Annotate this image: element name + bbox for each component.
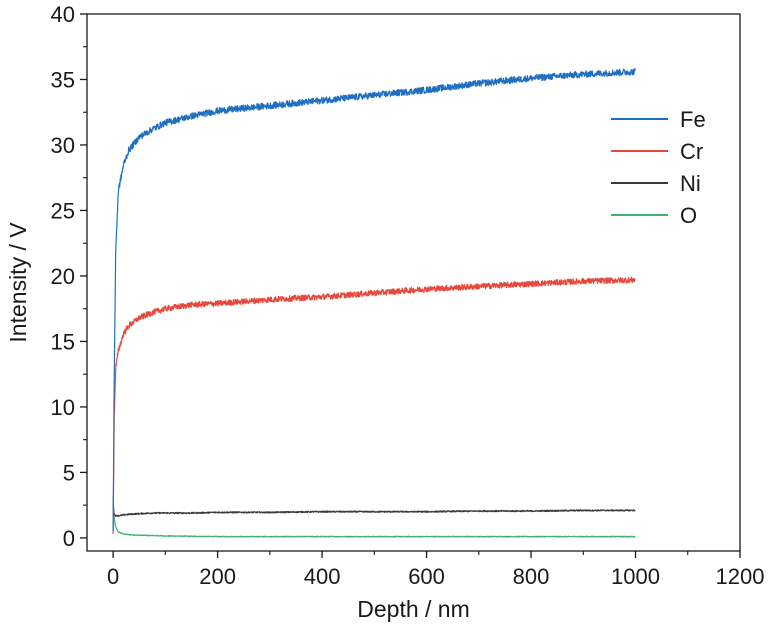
y-tick-label: 15 (51, 329, 75, 354)
series-cr-line (112, 276, 636, 534)
y-tick-label: 0 (63, 526, 75, 551)
y-axis-title: Intensity / V (5, 222, 31, 343)
x-tick-label: 400 (304, 564, 341, 589)
legend-label-o: O (680, 203, 697, 228)
y-tick-label: 5 (63, 460, 75, 485)
series-fe-line (112, 68, 636, 532)
x-tick-label: 1000 (611, 564, 660, 589)
x-axis: 0 200 400 600 800 1000 1200 (107, 551, 764, 589)
legend-label-ni: Ni (680, 171, 701, 196)
series-ni-line (112, 505, 636, 517)
legend-label-fe: Fe (680, 107, 706, 132)
y-tick-label: 40 (51, 2, 75, 27)
series-layer (112, 68, 636, 538)
x-tick-label: 800 (513, 564, 550, 589)
x-tick-label: 600 (408, 564, 445, 589)
y-axis: 0 5 10 15 20 25 30 35 40 (51, 2, 87, 551)
y-tick-label: 35 (51, 67, 75, 92)
legend-label-cr: Cr (680, 139, 703, 164)
legend: Fe Cr Ni O (611, 107, 706, 228)
plot-frame (86, 13, 741, 552)
x-tick-label: 1200 (716, 564, 765, 589)
y-tick-label: 25 (51, 198, 75, 223)
x-tick-label: 200 (199, 564, 236, 589)
y-tick-label: 10 (51, 395, 75, 420)
x-axis-title: Depth / nm (357, 596, 470, 622)
y-tick-label: 20 (51, 264, 75, 289)
y-tick-label: 30 (51, 133, 75, 158)
x-tick-label: 0 (107, 564, 119, 589)
series-o-line (112, 495, 636, 538)
